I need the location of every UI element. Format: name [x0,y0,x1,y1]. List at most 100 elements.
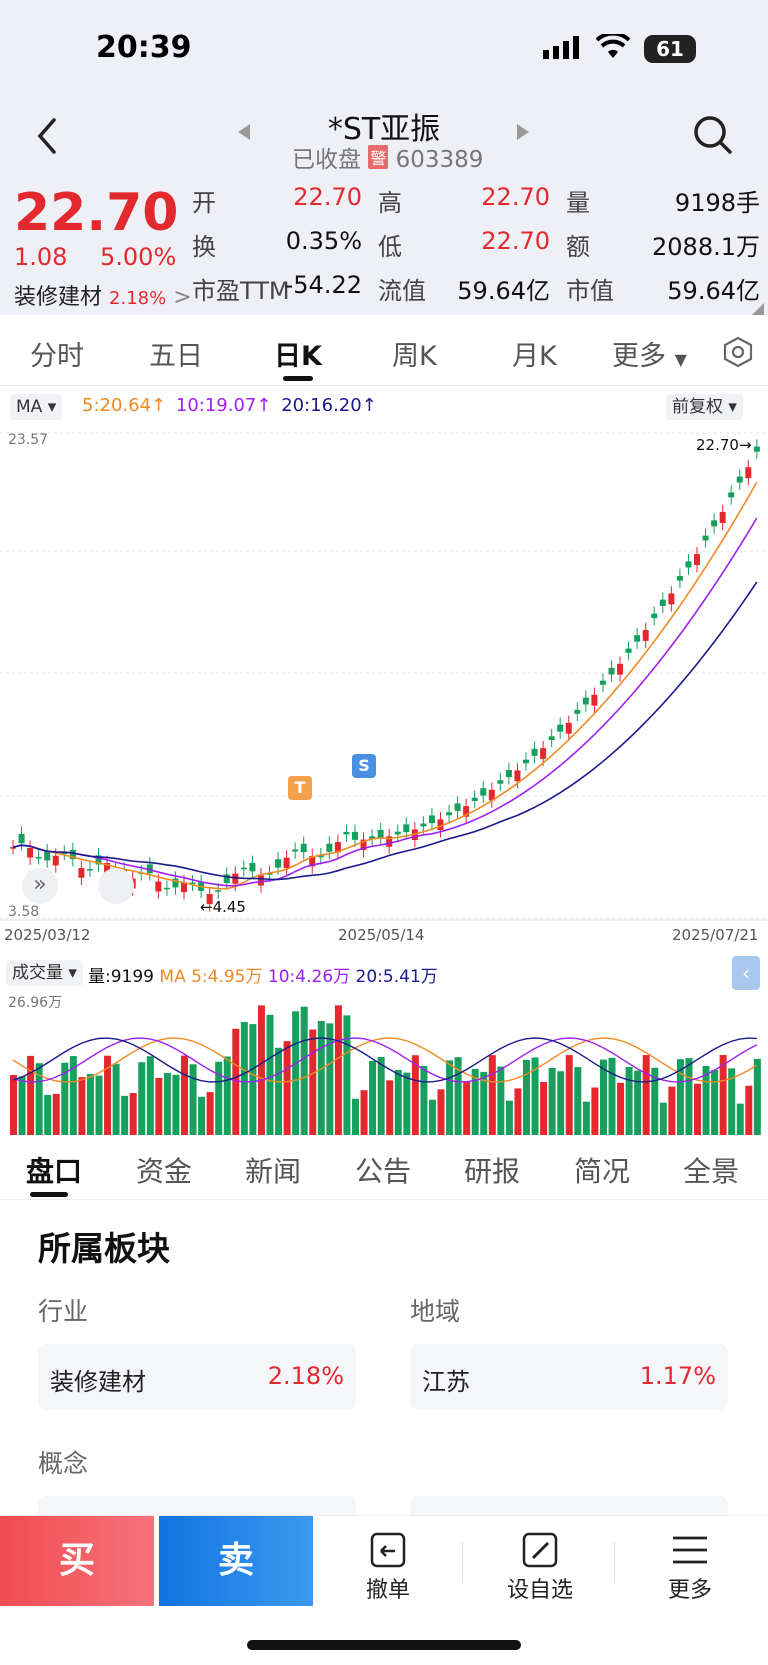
candle-body [300,843,307,853]
candle-body [266,872,273,875]
candle-body [44,851,51,861]
volume-bar [44,1094,52,1135]
volume-bar [565,1055,573,1135]
volume-bar [454,1057,462,1135]
tab-news[interactable]: 新闻 [245,1155,302,1188]
back-icon[interactable] [32,116,62,156]
battery-icon: 61 [644,35,696,63]
vol-ma20-line [12,1037,757,1083]
candle-body [163,887,170,890]
collapse-panel-icon[interactable]: ‹ [732,956,760,990]
volume-bar [488,1055,496,1135]
tab-monthly-k[interactable]: 月K [512,341,557,372]
industry-card[interactable]: 装修建材 2.18% [38,1344,356,1410]
candle-body [514,770,521,782]
tab-daily-k[interactable]: 日K [274,341,322,372]
quote-value: 59.64亿 [667,277,760,305]
concept-card[interactable] [410,1496,728,1516]
volume-bar [540,1082,548,1135]
volume-chart[interactable]: 26.96万 [0,990,768,1135]
volume-bar [625,1066,633,1135]
candle-body [420,823,427,827]
tab-overview[interactable]: 全景 [683,1155,740,1188]
quote-label: 市值 [566,277,614,305]
region-card[interactable]: 江苏 1.17% [410,1344,728,1410]
adjust-selector[interactable]: 前复权 ▾ [666,394,743,420]
prev-stock-icon[interactable] [236,122,252,142]
volume-bar [403,1072,411,1135]
date-start: 2025/03/12 [4,926,91,944]
tab-five-day[interactable]: 五日 [149,341,203,372]
wifi-icon [596,34,630,58]
volume-bar [377,1056,385,1135]
more-button[interactable]: 更多 [630,1516,750,1606]
volume-bar [497,1066,505,1135]
tab-weekly-k[interactable]: 周K [392,341,437,372]
candle-body [95,855,102,865]
concept-card[interactable] [38,1496,356,1516]
volume-values: 量:9199 MA 5:4.95万 10:4.26万 20:5.41万 [88,962,438,987]
candle-body [694,554,700,566]
volume-bar [61,1062,69,1135]
volume-bar [172,1074,180,1135]
tab-announcements[interactable]: 公告 [355,1155,412,1188]
candle-body [582,697,589,705]
sell-button[interactable]: 卖 [159,1516,313,1606]
add-watchlist-button[interactable]: 设自选 [480,1516,600,1606]
settings-hexagon-icon[interactable] [722,336,754,368]
volume-bar [394,1069,402,1135]
search-icon[interactable] [692,114,734,156]
up-arrow-icon: ↑ [151,395,167,416]
indicator-selector[interactable]: MA ▾ [10,394,63,420]
volume-bar [480,1071,488,1135]
volume-bar [232,1028,240,1135]
trade-marker-t[interactable]: T [288,776,312,800]
tab-more[interactable]: 更多 ▼ [612,334,687,373]
tab-research[interactable]: 研报 [464,1155,521,1188]
candle-body [454,803,461,811]
candle-body [181,882,187,893]
volume-bar [642,1055,650,1135]
volume-bar [283,1041,291,1135]
battery-level: 61 [656,37,684,61]
kline-chart[interactable]: 23.57 3.58 22.70→ ←4.45 2025/03/12 2025/… [0,428,768,948]
volume-value: 量:9199 [88,967,154,987]
corner-expand-icon[interactable] [752,303,764,315]
y-bottom-label: 3.58 [8,904,40,920]
volume-bar [753,1058,761,1135]
trade-marker-s[interactable]: S [352,754,376,778]
volume-bar [463,1081,471,1135]
volume-bar [591,1087,599,1135]
market-status: 已收盘 [292,147,361,173]
volume-bar [557,1071,565,1135]
candle-body [86,869,93,871]
quote-value: 9198手 [674,189,760,217]
candle-body [659,599,666,606]
candle-body [155,881,162,892]
candle-body [403,824,410,833]
next-stock-icon[interactable] [515,122,531,142]
expand-chart-icon[interactable]: » [22,868,58,904]
cancel-order-button[interactable]: 撤单 [328,1516,448,1606]
candle-body [505,769,512,778]
volume-bar [514,1088,522,1135]
volume-bar [198,1096,206,1135]
vol-ma5-line [12,1037,758,1083]
tab-capital[interactable]: 资金 [136,1155,193,1188]
tab-intraday[interactable]: 分时 [30,341,84,372]
tab-order-book[interactable]: 盘口 [26,1155,83,1188]
tab-profile[interactable]: 简况 [574,1155,631,1188]
volume-selector[interactable]: 成交量 ▾ [6,960,83,986]
divider [462,1542,463,1582]
stock-subtitle: 已收盘 警 603389 [292,140,483,174]
sector-link[interactable]: 装修建材 2.18% > [14,279,192,311]
candle-body [104,863,111,873]
ma10-line [12,517,758,887]
volume-bar [78,1077,86,1135]
buy-button[interactable]: 买 [0,1516,154,1606]
volume-bar [129,1093,137,1135]
quote-value: -54.22 [284,271,362,299]
volume-bar [189,1064,197,1135]
fullscreen-icon[interactable] [98,868,134,904]
candle-body [334,842,341,853]
